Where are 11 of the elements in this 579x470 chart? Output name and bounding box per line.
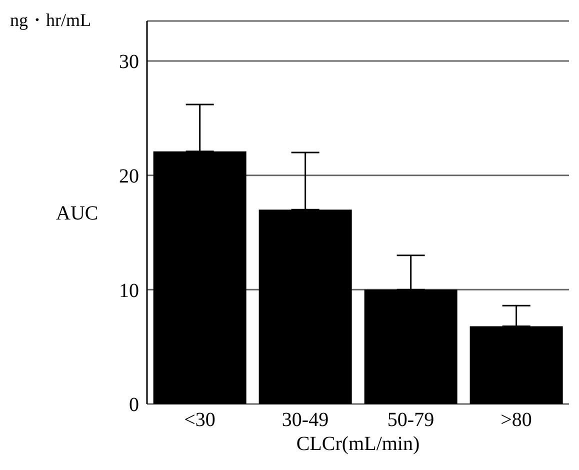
y-tick-label: 20 — [119, 165, 139, 188]
x-axis-title: CLCr(mL/min) — [296, 433, 420, 455]
y-tick-label: 30 — [119, 51, 139, 74]
x-tick-label: 30-49 — [282, 409, 329, 432]
text: ng・hr/mL — [10, 9, 91, 32]
y-axis-title: AUC — [56, 202, 98, 225]
y-tick-label: 10 — [119, 280, 139, 302]
x-tick-label: >80 — [500, 409, 532, 432]
y-tick-label: 0 — [129, 394, 139, 416]
x-tick-label: <30 — [184, 409, 216, 432]
x-tick-label: 50-79 — [387, 409, 434, 432]
